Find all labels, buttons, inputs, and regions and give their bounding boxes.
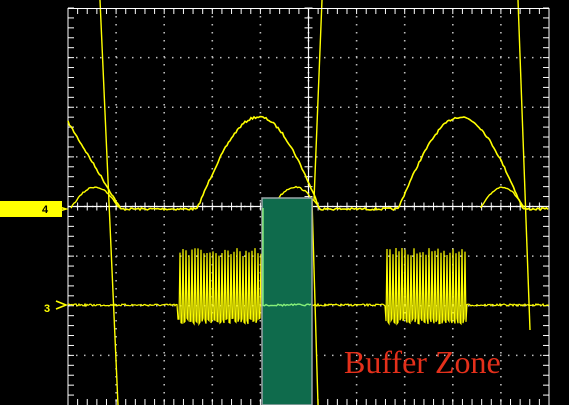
transient-spikes bbox=[99, 0, 531, 405]
channel-3-marker-label: 3 bbox=[44, 303, 50, 315]
channel-4-marker-label: 4 bbox=[42, 204, 49, 216]
spike-trace bbox=[517, 0, 531, 331]
spike-traces bbox=[99, 0, 119, 405]
buffer-zone bbox=[261, 197, 313, 405]
arrow-right-icon bbox=[55, 205, 69, 213]
channel-4-marker-band bbox=[0, 201, 62, 217]
screen-frame-top bbox=[68, 8, 549, 9]
channel-3-waveform bbox=[67, 247, 550, 327]
channel-3-trace bbox=[67, 247, 550, 327]
buffer-zone-label: Buffer Zone bbox=[344, 344, 501, 380]
spike-trace bbox=[311, 199, 319, 405]
channel-4-waveform-secondary bbox=[479, 186, 525, 209]
arrow-right-icon bbox=[55, 300, 69, 310]
buffer-zone-region bbox=[261, 197, 313, 405]
channel-4-marker: 4 bbox=[0, 201, 69, 217]
buffer-zone-trace bbox=[262, 208, 312, 307]
channel-3-marker: 3 bbox=[44, 300, 69, 315]
channel-4-waveform-secondary bbox=[70, 186, 120, 209]
spike-trace bbox=[313, 0, 323, 201]
channel-4-waveform bbox=[67, 115, 549, 212]
